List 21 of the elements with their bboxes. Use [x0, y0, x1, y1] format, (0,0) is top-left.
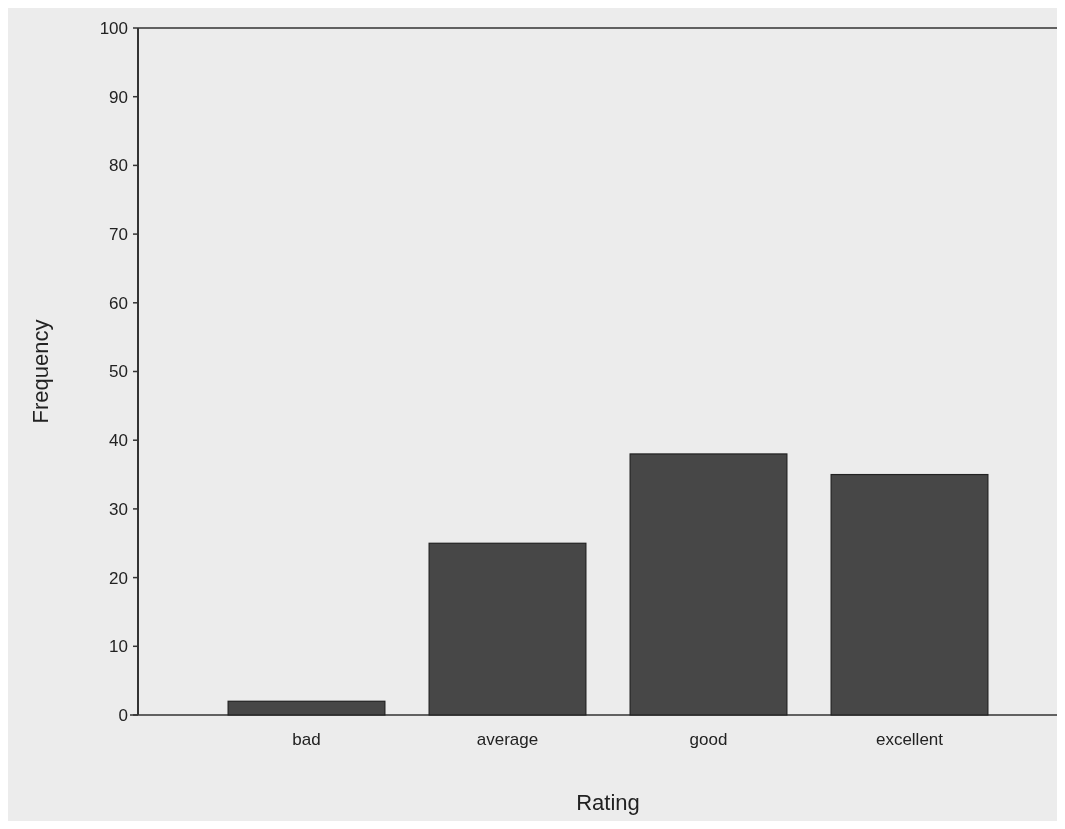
x-tick-label: average [476, 730, 539, 749]
x-tick-label: good [689, 730, 728, 749]
y-tick-label: 70 [109, 225, 128, 245]
x-axis-title: Rating [576, 790, 640, 815]
y-tick-label: 40 [109, 431, 128, 451]
y-tick-label: 30 [109, 499, 128, 519]
y-tick-label: 20 [109, 568, 128, 588]
x-tick-label: excellent [875, 730, 944, 749]
y-tick-label: 50 [109, 362, 128, 382]
y-axis-title: Frequency [28, 319, 53, 424]
y-tick-label: 10 [109, 637, 128, 657]
bar [227, 700, 386, 716]
y-tick-label: 100 [99, 18, 128, 38]
bar [629, 453, 788, 716]
y-tick-label: 80 [109, 156, 128, 176]
y-tick-label: 60 [109, 293, 128, 313]
bar [830, 473, 989, 716]
x-tick-label: bad [292, 730, 321, 749]
bar [428, 542, 587, 716]
y-tick-label: 90 [109, 87, 128, 107]
y-tick-label: 0 [118, 705, 128, 725]
